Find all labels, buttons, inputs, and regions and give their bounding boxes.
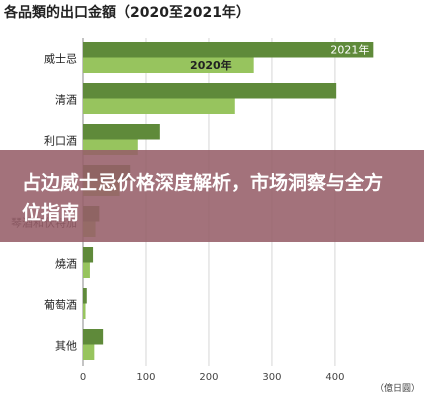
category-label-1: 清酒	[55, 94, 77, 107]
bar-2020-1	[83, 98, 235, 114]
headline-banner	[0, 150, 424, 242]
category-label-7: 其他	[55, 340, 77, 353]
category-label-6: 葡萄酒	[44, 299, 77, 312]
category-label-0: 威士忌	[44, 53, 77, 66]
bar-2020-7	[83, 344, 95, 360]
bar-2020-0	[83, 57, 254, 73]
category-label-2: 利口酒	[44, 135, 77, 148]
x-tick-label-4: 400	[325, 372, 344, 383]
x-tick-label-0: 0	[80, 372, 86, 383]
bar-2021-6	[83, 288, 87, 304]
category-label-5: 燒酒	[55, 257, 77, 271]
bar-2020-5	[83, 262, 90, 278]
bar-2021-0	[83, 42, 374, 58]
bar-2021-5	[83, 247, 94, 263]
headline-text: 占边威士忌价格深度解析，市场洞察与全方位指南	[22, 172, 384, 224]
series-label-2020: 2020年	[190, 58, 232, 72]
x-tick-label-3: 300	[262, 372, 281, 383]
bar-2021-2	[83, 124, 160, 140]
x-tick-label-2: 200	[199, 372, 218, 383]
bar-2021-7	[83, 329, 104, 345]
x-unit-label: （億日圓）	[375, 382, 420, 394]
x-tick-label-1: 100	[136, 372, 155, 383]
series-label-2021: 2021年	[330, 43, 369, 57]
bar-2021-1	[83, 83, 337, 99]
bar-2020-6	[83, 303, 86, 319]
chart-title: 各品類的出口金額（2020至2021年）	[4, 5, 250, 21]
